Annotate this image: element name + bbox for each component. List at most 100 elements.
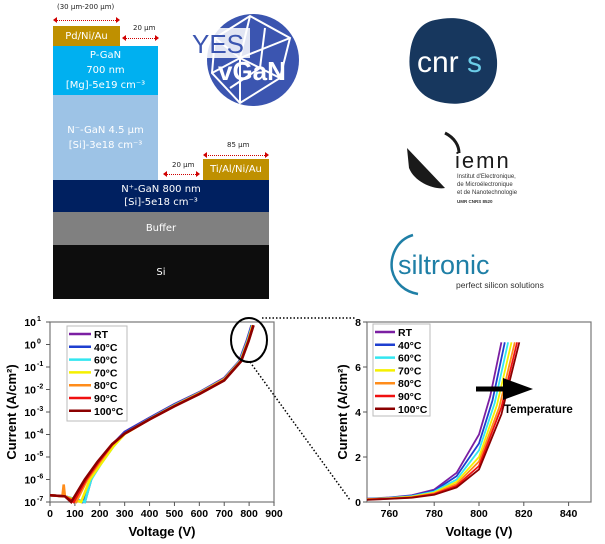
y-tick-exponent: -4 [37,429,43,436]
y-tick-label: 10 [24,385,36,397]
siltronic-logo: siltronic perfect silicon solutions [390,233,544,296]
linear-iv-chart: 760 780 800 820 840 0 2 4 6 8 Voltage (V) Current (… [335,317,592,539]
y-tick-exponent: -3 [37,406,43,413]
series-line-100C [366,342,521,501]
yesvgan-line2: vGaN [218,56,286,86]
buffer-layer: Buffer [53,212,269,245]
y-tick-exponent: -5 [37,451,43,458]
x-tick-label: 0 [47,508,53,520]
yesvgan-line1: YES [192,29,244,59]
y-tick-label: 10 [24,475,36,487]
p-gan-label: P-GaN [89,50,122,61]
x-tick-label: 900 [265,508,283,520]
siltronic-name: siltronic [398,250,490,280]
legend-label: 70°C [94,367,118,379]
cnrs-text: cnr [417,46,459,79]
legend-label: 40°C [398,340,422,352]
y-tick-label: 10 [24,317,36,329]
y-tick-exponent: 0 [37,339,41,346]
y-tick-label: 8 [355,317,361,329]
x-axis-label: Voltage (V) [446,524,513,539]
y-tick-exponent: -6 [37,474,43,481]
y-tick-label: 10 [24,497,36,509]
x-tick-label: 600 [191,508,209,520]
n-minus-gan-layer: N⁻-GaN 4.5 µm [Si]-3e18 cm⁻³ [53,95,158,180]
temperature-label: Temperature [504,404,573,416]
x-tick-label: 100 [66,508,84,520]
x-tick-label: 780 [425,508,443,520]
n-plus-gan-label: N⁺-GaN 800 nm [121,184,201,195]
cathode-label: Ti/Al/Ni/Au [210,164,262,175]
gap-bottom-label: 20 µm [172,161,195,169]
n-plus-gan-doping: [Si]-5e18 cm⁻³ [124,197,198,208]
legend-label: 40°C [94,342,118,354]
p-gan-doping: [Mg]-5e19 cm⁻³ [65,80,146,91]
iemn-line4: UMR CNRS 8520 [457,199,493,204]
si-substrate: Si [53,245,269,299]
iemn-line1: Institut d'Electronique, [457,174,516,180]
legend-label: RT [398,327,413,339]
y-tick-label: 10 [24,362,36,374]
y-tick-label: 0 [355,497,361,509]
x-tick-label: 800 [240,508,258,520]
iemn-name: iemn [455,148,511,173]
x-tick-label: 300 [116,508,134,520]
y-tick-label: 4 [355,407,361,419]
p-gan-thickness: 700 nm [86,65,125,76]
x-tick-label: 500 [166,508,184,520]
n-minus-gan-doping: [Si]-3e18 cm⁻³ [68,139,143,151]
yesvgan-logo: YES vGaN [190,14,299,106]
x-axis-label: Voltage (V) [129,524,196,539]
contact-width-label: 85 µm [227,141,250,149]
cnrs-logo: cnr s [409,18,498,104]
y-tick-exponent: -7 [37,496,43,503]
x-tick-label: 800 [470,508,488,520]
y-tick-label: 10 [24,340,36,352]
x-tick-label: 760 [381,508,399,520]
legend-label: 100°C [398,404,428,416]
x-tick-label: 820 [515,508,533,520]
gap-top-arrow [122,35,159,41]
anode-width-label: (30 µm-200 µm) [57,3,115,11]
zoom-region-circle [230,317,268,363]
legend-label: 80°C [94,380,118,392]
y-tick-exponent: -1 [37,361,43,368]
anode-width-arrow [53,17,120,23]
legend-label: 60°C [94,355,118,367]
n-minus-gan-label: N⁻-GaN 4.5 µm [67,124,144,136]
x-tick-label: 200 [91,508,109,520]
x-tick-label: 840 [560,508,578,520]
cnrs-text-accent: s [467,46,482,79]
si-label: Si [156,266,166,278]
buffer-label: Buffer [145,223,177,234]
series-line-100C [49,324,255,504]
temperature-arrow [476,378,533,400]
anode-label: Pd/Ni/Au [65,30,108,42]
log-iv-chart: 0 100 200 300 400 500 600 700 800 90010-710-610-5… [4,316,283,539]
legend-label: 70°C [398,365,422,377]
gap-bottom-arrow [163,171,200,177]
y-axis-label: Current (A/cm²) [335,364,350,459]
cathode-contact: Ti/Al/Ni/Au [203,159,269,180]
y-tick-label: 10 [24,407,36,419]
y-axis-label: Current (A/cm²) [4,364,19,459]
y-tick-exponent: 1 [37,316,41,323]
legend-label: 100°C [94,406,124,418]
y-tick-exponent: -2 [37,384,43,391]
zoom-line-bottom [249,361,351,501]
siltronic-tagline: perfect silicon solutions [456,280,544,290]
y-tick-label: 2 [355,452,361,464]
iemn-line3: et de Nanotechnologie [457,190,518,196]
iemn-logo: iemn Institut d'Electronique, de Microél… [407,131,518,204]
gap-top-label: 20 µm [133,24,156,32]
contact-width-arrow [203,152,269,158]
legend-label: 90°C [398,391,422,403]
x-tick-label: 400 [141,508,159,520]
y-tick-label: 6 [355,362,361,374]
n-plus-gan-layer: N⁺-GaN 800 nm [Si]-5e18 cm⁻³ [53,180,269,212]
legend-label: 90°C [94,393,118,405]
iemn-line2: de Microélectronique [457,182,513,188]
anode-contact: Pd/Ni/Au [53,26,120,46]
legend-label: 80°C [398,378,422,390]
